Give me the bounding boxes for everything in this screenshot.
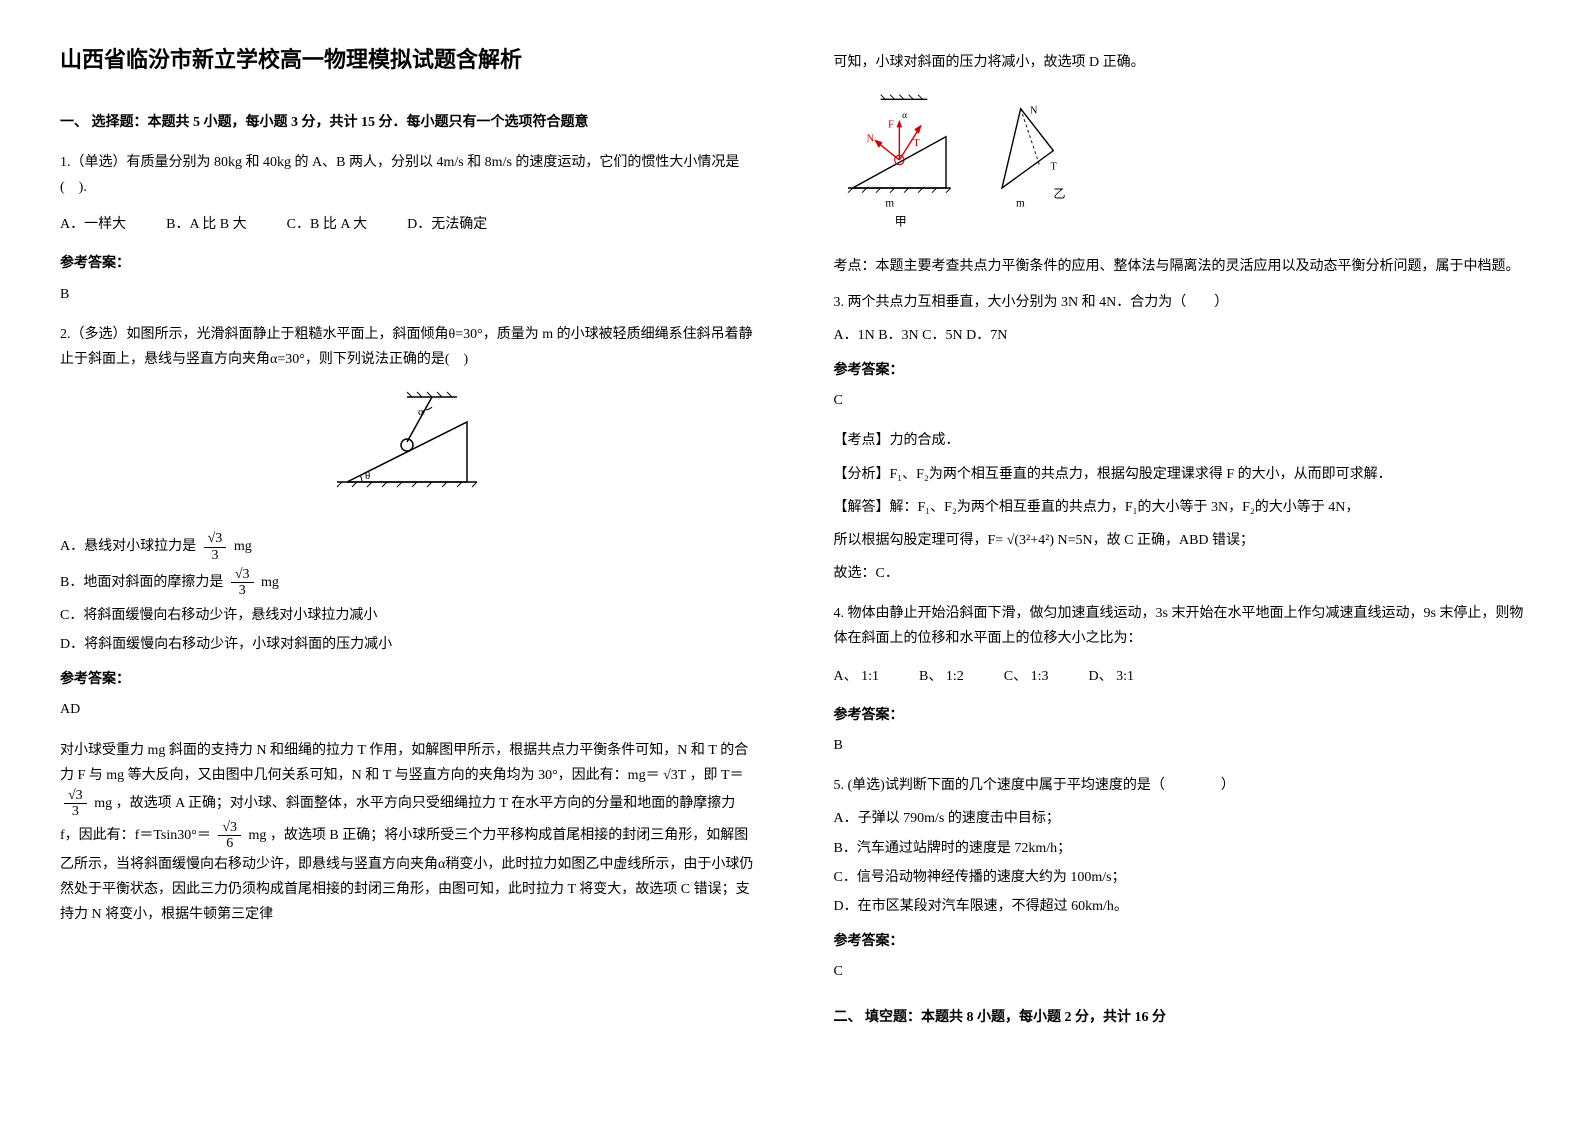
q3-kaodian: 【考点】力的合成． <box>834 428 1528 453</box>
N-label: N <box>866 134 874 145</box>
q2-force-figure: F N T α m 甲 <box>834 90 1528 239</box>
frac-num: √3 <box>218 820 241 836</box>
q2-optB-suffix: mg <box>261 575 279 590</box>
q2-figure: α θ <box>60 387 754 516</box>
q1-answer-label: 参考答案： <box>60 251 754 276</box>
q2-options: A．悬线对小球拉力是 √3 3 mg B．地面对斜面的摩擦力是 √3 3 mg … <box>60 531 754 657</box>
q3-jieda-sqrt: √(3²+4²) <box>1007 533 1054 548</box>
m-label-left: m <box>885 198 894 210</box>
q1-optD: D．无法确定 <box>407 212 487 237</box>
question-2: 2.（多选）如图所示，光滑斜面静止于粗糙水平面上，斜面倾角θ=30°，质量为 m… <box>60 322 754 927</box>
q2-optB-frac: √3 3 <box>231 567 254 599</box>
q5-optD: D．在市区某段对汽车限速，不得超过 60km/h。 <box>834 894 1528 919</box>
exp-mid1: ，即 T＝ <box>690 768 744 783</box>
q3-answer: C <box>834 388 1528 413</box>
q5-answer-label: 参考答案： <box>834 929 1528 954</box>
frac-num: √3 <box>64 788 87 804</box>
section2-heading: 二、 填空题：本题共 8 小题，每小题 2 分，共计 16 分 <box>834 1005 1528 1030</box>
q3-options: A．1N B．3N C．5N D．7N <box>834 323 1528 348</box>
question-5: 5. (单选)试判断下面的几个速度中属于平均速度的是（ ） A．子弹以 790m… <box>834 773 1528 984</box>
q4-answer: B <box>834 733 1528 758</box>
T-label: T <box>913 138 920 149</box>
exp-part1: 对小球受重力 mg 斜面的支持力 N 和细绳的拉力 T 作用，如解图甲所示，根据… <box>60 743 748 783</box>
q4-optB: B、 1:2 <box>919 664 964 689</box>
frac-den: 3 <box>64 804 87 819</box>
N-label2: N <box>1030 106 1038 117</box>
yi-label: 乙 <box>1053 187 1065 201</box>
q5-answer: C <box>834 959 1528 984</box>
exp-frac2: √3 6 <box>218 820 241 852</box>
theta-label: θ <box>365 470 370 482</box>
m-label-right: m <box>1016 198 1025 210</box>
right-column: 可知，小球对斜面的压力将减小，故选项 D 正确。 F <box>834 40 1528 1045</box>
F-label: F <box>888 120 894 131</box>
q3-jieda-end: 故选：C． <box>834 561 1528 586</box>
page-container: 山西省临汾市新立学校高一物理模拟试题含解析 一、 选择题：本题共 5 小题，每小… <box>60 40 1527 1045</box>
q3-jieda-prefix: 【解答】解：F₁、F₂为两个相互垂直的共点力，F₁的大小等于 3N，F₂的大小等… <box>834 495 1528 520</box>
q2-text: 2.（多选）如图所示，光滑斜面静止于粗糙水平面上，斜面倾角θ=30°，质量为 m… <box>60 322 754 372</box>
q1-optC: C．B 比 A 大 <box>287 212 368 237</box>
q1-answer: B <box>60 282 754 307</box>
q5-text: 5. (单选)试判断下面的几个速度中属于平均速度的是（ ） <box>834 773 1528 798</box>
q3-jieda-mid: 所以根据勾股定理可得，F= <box>834 533 1004 548</box>
force-diagram-icon: F N T α m 甲 <box>834 90 1114 230</box>
alpha-label: α <box>418 406 424 418</box>
question-3: 3. 两个共点力互相垂直，大小分别为 3N 和 4N．合力为（ ） A．1N B… <box>834 290 1528 587</box>
q5-optC: C．信号沿动物神经传播的速度大约为 100m/s； <box>834 865 1528 890</box>
frac-den: 6 <box>218 836 241 851</box>
q2-exam-point: 考点：本题主要考查共点力平衡条件的应用、整体法与隔离法的灵活应用以及动态平衡分析… <box>834 254 1528 279</box>
q2-optB-prefix: B．地面对斜面的摩擦力是 <box>60 575 227 590</box>
q2-optD: D．将斜面缓慢向右移动少许，小球对斜面的压力减小 <box>60 632 754 657</box>
q2-optA-suffix: mg <box>234 539 252 554</box>
q3-text: 3. 两个共点力互相垂直，大小分别为 3N 和 4N．合力为（ ） <box>834 290 1528 315</box>
q2-optC: C．将斜面缓慢向右移动少许，悬线对小球拉力减小 <box>60 603 754 628</box>
q4-optA: A、 1:1 <box>834 664 880 689</box>
q2-optA-prefix: A．悬线对小球拉力是 <box>60 539 200 554</box>
exp-sqrt1: √3T <box>663 768 686 783</box>
q2-optA: A．悬线对小球拉力是 √3 3 mg <box>60 531 754 563</box>
q4-optC: C、 1:3 <box>1004 664 1049 689</box>
question-4: 4. 物体由静止开始沿斜面下滑，做匀加速直线运动，3s 末开始在水平地面上作匀减… <box>834 601 1528 758</box>
exp-frac1: √3 3 <box>64 788 87 820</box>
q4-optD: D、 3:1 <box>1088 664 1134 689</box>
q1-options: A．一样大 B．A 比 B 大 C．B 比 A 大 D．无法确定 <box>60 208 754 241</box>
q4-text: 4. 物体由静止开始沿斜面下滑，做匀加速直线运动，3s 末开始在水平地面上作匀减… <box>834 601 1528 651</box>
q2-optB: B．地面对斜面的摩擦力是 √3 3 mg <box>60 567 754 599</box>
frac-den: 3 <box>231 583 254 598</box>
q3-fenxi: 【分析】F₁、F₂为两个相互垂直的共点力，根据勾股定理课求得 F 的大小，从而即… <box>834 462 1528 487</box>
q2-exp-continued: 可知，小球对斜面的压力将减小，故选项 D 正确。 <box>834 50 1528 75</box>
q1-optB: B．A 比 B 大 <box>166 212 247 237</box>
frac-num: √3 <box>204 531 227 547</box>
frac-den: 3 <box>204 548 227 563</box>
alpha-label2: α <box>902 111 907 121</box>
jia-label: 甲 <box>894 215 906 229</box>
T-label2: T <box>1050 162 1057 173</box>
q5-options: A．子弹以 790m/s 的速度击中目标； B．汽车通过站牌时的速度是 72km… <box>834 806 1528 919</box>
q4-answer-label: 参考答案： <box>834 703 1528 728</box>
question-1: 1.（单选）有质量分别为 80kg 和 40kg 的 A、B 两人，分别以 4m… <box>60 150 754 307</box>
triangle-diagram-icon: α θ <box>307 387 507 507</box>
q5-optB: B．汽车通过站牌时的速度是 72km/h； <box>834 836 1528 861</box>
q2-explanation: 对小球受重力 mg 斜面的支持力 N 和细绳的拉力 T 作用，如解图甲所示，根据… <box>60 738 754 928</box>
frac-num: √3 <box>231 567 254 583</box>
q4-options: A、 1:1 B、 1:2 C、 1:3 D、 3:1 <box>834 660 1528 693</box>
section1-heading: 一、 选择题：本题共 5 小题，每小题 3 分，共计 15 分．每小题只有一个选… <box>60 110 754 135</box>
left-column: 山西省临汾市新立学校高一物理模拟试题含解析 一、 选择题：本题共 5 小题，每小… <box>60 40 754 1045</box>
q3-jieda-suffix: N=5N，故 C 正确，ABD 错误； <box>1058 533 1255 548</box>
q2-answer: AD <box>60 697 754 722</box>
q5-optA: A．子弹以 790m/s 的速度击中目标； <box>834 806 1528 831</box>
q1-text: 1.（单选）有质量分别为 80kg 和 40kg 的 A、B 两人，分别以 4m… <box>60 150 754 200</box>
q1-optA: A．一样大 <box>60 212 126 237</box>
exp-mg2: mg <box>249 828 267 843</box>
q2-answer-label: 参考答案： <box>60 667 754 692</box>
q3-answer-label: 参考答案： <box>834 358 1528 383</box>
exp-mg1: mg <box>94 796 112 811</box>
document-title: 山西省临汾市新立学校高一物理模拟试题含解析 <box>60 40 754 80</box>
q2-optA-frac: √3 3 <box>204 531 227 563</box>
q3-jieda-line: 所以根据勾股定理可得，F= √(3²+4²) N=5N，故 C 正确，ABD 错… <box>834 528 1528 553</box>
